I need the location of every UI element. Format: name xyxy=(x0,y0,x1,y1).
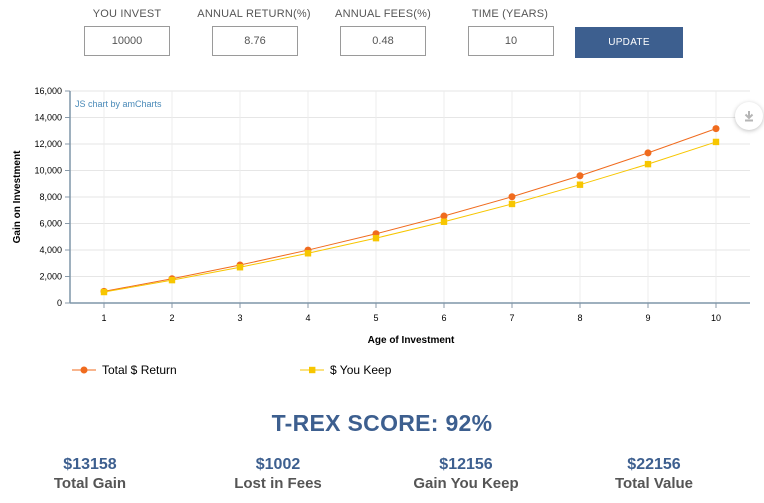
series-2-point xyxy=(712,138,720,146)
y-tick-label: 8,000 xyxy=(39,192,62,202)
stat-label: Lost in Fees xyxy=(234,475,322,492)
t-rex-score: T-REX SCORE: 92% xyxy=(271,410,493,436)
x-tick-label: 6 xyxy=(441,313,446,323)
x-tick-label: 9 xyxy=(645,313,650,323)
download-button[interactable] xyxy=(735,102,763,130)
chart-series xyxy=(100,125,720,296)
return-label: ANNUAL RETURN(%) xyxy=(197,8,311,20)
invest-label: YOU INVEST xyxy=(92,8,162,20)
series-1-point xyxy=(644,149,652,157)
x-tick-label: 2 xyxy=(169,313,174,323)
series-1-point xyxy=(576,172,584,180)
stat-value: $1002 xyxy=(255,456,301,473)
legend-label: Total $ Return xyxy=(102,363,177,377)
stat-value: $22156 xyxy=(627,456,681,473)
series-line-2 xyxy=(103,141,717,293)
stat-total-value: $22156 Total Value xyxy=(574,455,734,493)
x-axis-label: Age of Investment xyxy=(368,335,455,346)
series-2-point xyxy=(576,181,584,188)
series-2-point xyxy=(304,250,312,257)
stat-value: $12156 xyxy=(439,456,493,473)
y-tick-label: 16,000 xyxy=(34,86,62,96)
series-2-point xyxy=(644,160,652,168)
stat-label: Total Value xyxy=(614,475,694,492)
legend-marker-square xyxy=(309,366,316,374)
chart-axes: 0 2,000 4,000 6,000 8,000 10,000 12,000 14,000 1… xyxy=(34,86,750,323)
series-2-point xyxy=(440,218,448,225)
chart: 0 2,000 4,000 6,000 8,000 10,000 12,000 14,000 1… xyxy=(12,86,750,377)
y-tick-label: 0 xyxy=(57,298,62,308)
y-tick-label: 4,000 xyxy=(39,245,62,255)
series-2-point xyxy=(508,200,516,208)
y-axis-label: Gain on Investment xyxy=(12,150,23,243)
series-1-point xyxy=(712,125,720,133)
chart-legend: Total $ Return $ You Keep xyxy=(72,363,392,377)
return-input[interactable] xyxy=(212,26,298,56)
legend-marker-circle xyxy=(80,366,88,374)
stat-value: $13158 xyxy=(63,456,117,473)
time-label: TIME (YEARS) xyxy=(471,8,549,20)
y-tick-label: 6,000 xyxy=(39,219,62,229)
x-tick-label: 7 xyxy=(509,313,514,323)
fees-label: ANNUAL FEES(%) xyxy=(335,8,431,20)
update-button[interactable]: UPDATE xyxy=(575,27,683,58)
chart-credit[interactable]: JS chart by amCharts xyxy=(75,99,162,109)
x-tick-label: 5 xyxy=(373,313,378,323)
chart-grid xyxy=(70,90,750,303)
fees-input[interactable] xyxy=(340,26,426,56)
series-2-point xyxy=(168,276,176,284)
x-tick-label: 3 xyxy=(237,313,242,323)
x-tick-label: 4 xyxy=(305,313,310,323)
invest-input[interactable] xyxy=(84,26,170,56)
stat-gain-you-keep: $12156 Gain You Keep xyxy=(386,455,546,493)
y-tick-label: 2,000 xyxy=(39,272,62,282)
stat-label: Gain You Keep xyxy=(413,475,519,492)
download-icon xyxy=(744,111,754,122)
series-line-1 xyxy=(103,128,717,292)
y-tick-label: 10,000 xyxy=(34,166,62,176)
series-2-point xyxy=(236,264,244,271)
x-tick-label: 8 xyxy=(577,313,582,323)
stat-total-gain: $13158 Total Gain xyxy=(10,455,170,493)
stat-lost-in-fees: $1002 Lost in Fees xyxy=(198,455,358,493)
stat-label: Total Gain xyxy=(53,475,127,492)
y-tick-label: 12,000 xyxy=(34,139,62,149)
x-tick-label: 10 xyxy=(711,313,721,323)
y-tick-label: 14,000 xyxy=(34,113,62,123)
series-1-point xyxy=(440,212,448,220)
legend-label: $ You Keep xyxy=(330,363,392,377)
series-2-point xyxy=(372,234,380,242)
series-1-point xyxy=(508,193,516,201)
x-tick-label: 1 xyxy=(101,313,106,323)
time-input[interactable] xyxy=(468,26,554,56)
series-2-point xyxy=(100,288,108,296)
